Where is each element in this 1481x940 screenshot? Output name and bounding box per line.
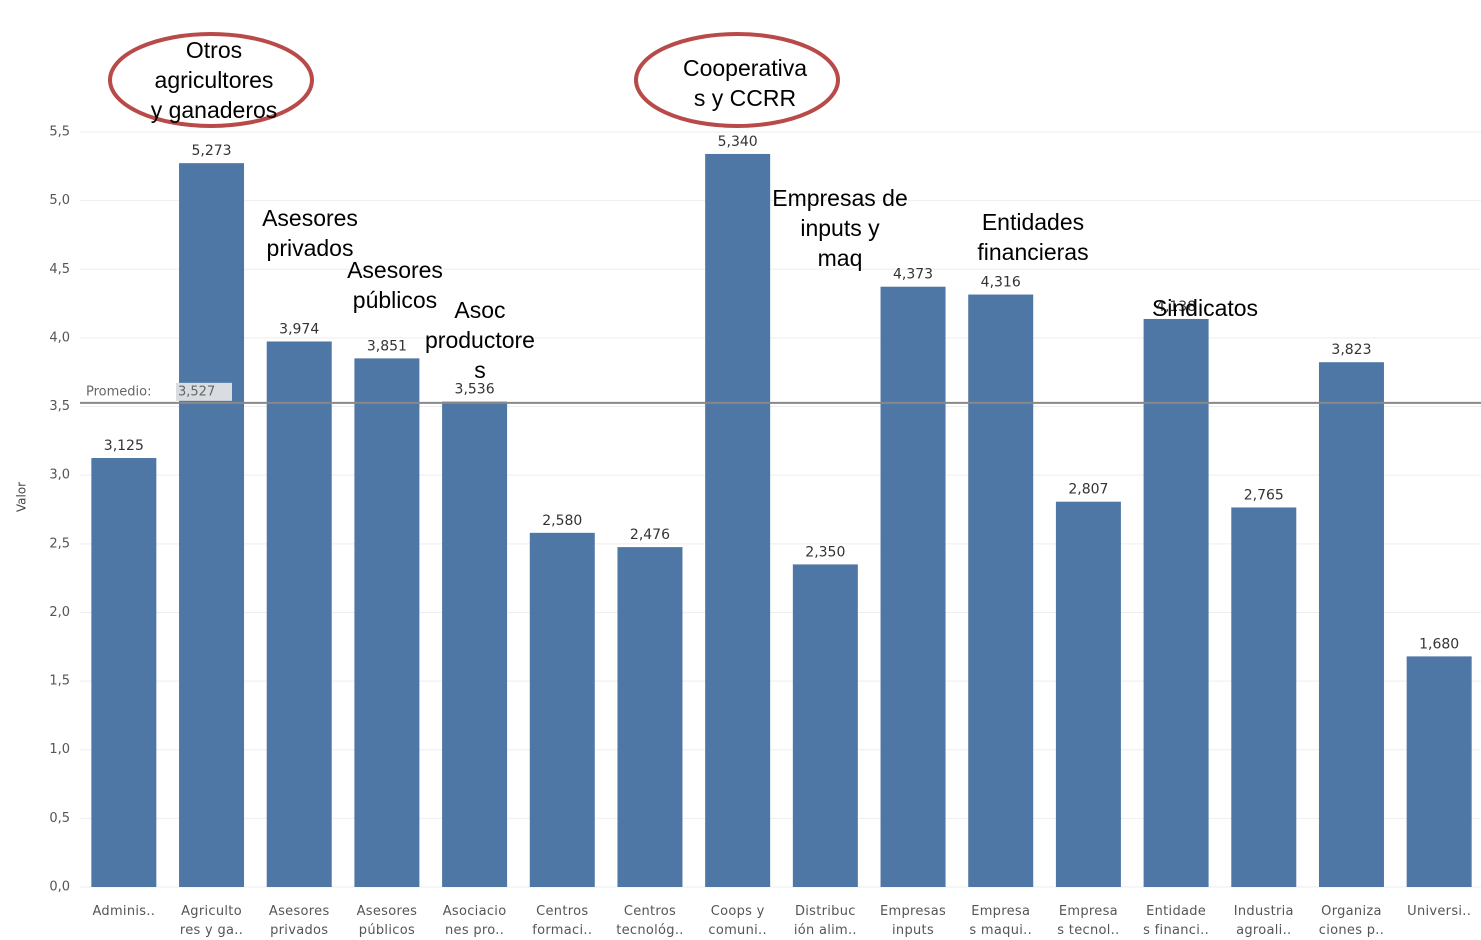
- annotation: Cooperativa s y CCRR: [682, 55, 808, 111]
- value-label: 5,273: [191, 143, 231, 159]
- x-tick-label: Empresa s maqui..: [969, 904, 1033, 938]
- bar: [91, 458, 157, 887]
- y-tick-label: 0,5: [49, 811, 70, 826]
- y-tick-label: 0,0: [49, 880, 70, 895]
- x-tick-label: Asesores públicos: [356, 904, 418, 938]
- y-tick-label: 4,5: [49, 262, 70, 277]
- x-tick-label: Industria agroali..: [1233, 904, 1294, 938]
- bar: [442, 401, 508, 887]
- value-label: 2,807: [1068, 482, 1108, 498]
- annotation: Empresas de inputs y maq: [772, 185, 908, 271]
- bar: [354, 358, 420, 887]
- y-tick-label: 3,0: [49, 468, 70, 483]
- bar: [880, 286, 946, 887]
- value-label: 3,536: [455, 382, 495, 398]
- y-tick-label: 1,5: [49, 674, 70, 689]
- value-label: 4,316: [981, 275, 1021, 291]
- y-tick-label: 1,0: [49, 742, 70, 757]
- value-label: 3,823: [1331, 342, 1371, 358]
- value-label: 2,350: [805, 544, 845, 560]
- bar: [266, 341, 332, 888]
- y-tick-label: 4,0: [49, 330, 70, 345]
- annotation: Asoc productore s: [425, 297, 535, 383]
- bar: [1318, 362, 1384, 887]
- bar: [529, 532, 595, 887]
- x-tick-label: Asesores privados: [268, 904, 330, 938]
- value-label: 4,373: [893, 267, 933, 283]
- bar: [1055, 501, 1121, 887]
- y-tick-label: 3,5: [49, 399, 70, 414]
- annotation: Sindicatos: [1151, 295, 1259, 321]
- y-tick-label: 2,5: [49, 536, 70, 551]
- reference-label: Promedio:: [86, 384, 151, 399]
- y-tick-label: 5,5: [49, 125, 70, 140]
- bar: [179, 163, 245, 888]
- value-label: 4,138: [1156, 299, 1196, 315]
- x-tick-label: Organiza ciones p..: [1318, 904, 1385, 938]
- bar: [617, 547, 683, 887]
- value-label: 2,580: [542, 513, 582, 529]
- bar: [1406, 656, 1472, 887]
- x-tick-label: Asociacio nes pro..: [442, 904, 507, 938]
- x-tick-label: Coops y comuni..: [708, 904, 767, 938]
- annotation: Otros agricultores y ganaderos: [150, 37, 278, 123]
- value-label: 5,340: [718, 134, 758, 150]
- x-tick-label: Distribuc ión alim..: [793, 904, 857, 938]
- value-label: 2,476: [630, 527, 670, 543]
- annotation: Asesores públicos: [347, 257, 443, 313]
- x-tick-label: Adminis..: [92, 904, 156, 919]
- y-tick-label: 2,0: [49, 605, 70, 620]
- y-tick-label: 5,0: [49, 193, 70, 208]
- reference-label-bg: [176, 382, 232, 401]
- x-tick-label: Empresa s tecnol..: [1057, 904, 1120, 938]
- bar: [968, 294, 1034, 888]
- bar: [1143, 318, 1209, 887]
- x-tick-label: Entidade s financi..: [1143, 904, 1210, 938]
- value-label: 1,680: [1419, 636, 1459, 652]
- reference-value-label: 3,527: [178, 384, 215, 399]
- value-label: 3,125: [104, 438, 144, 454]
- value-label: 3,851: [367, 338, 407, 354]
- annotation: Entidades financieras: [977, 209, 1089, 265]
- x-tick-label: Centros tecnológ..: [616, 904, 684, 938]
- x-tick-label: Agriculto res y ga..: [179, 904, 244, 938]
- x-tick-label: Centros formaci..: [532, 904, 593, 938]
- x-tick-label: Universi..: [1407, 904, 1472, 919]
- y-axis-title: Valor: [15, 482, 29, 512]
- value-label: 2,765: [1244, 487, 1284, 503]
- annotation: Asesores privados: [262, 205, 358, 261]
- x-tick-label: Empresas inputs: [879, 904, 947, 938]
- value-label: 3,974: [279, 321, 319, 337]
- bar: [705, 153, 771, 888]
- bar: [792, 564, 858, 887]
- bar: [1231, 507, 1297, 887]
